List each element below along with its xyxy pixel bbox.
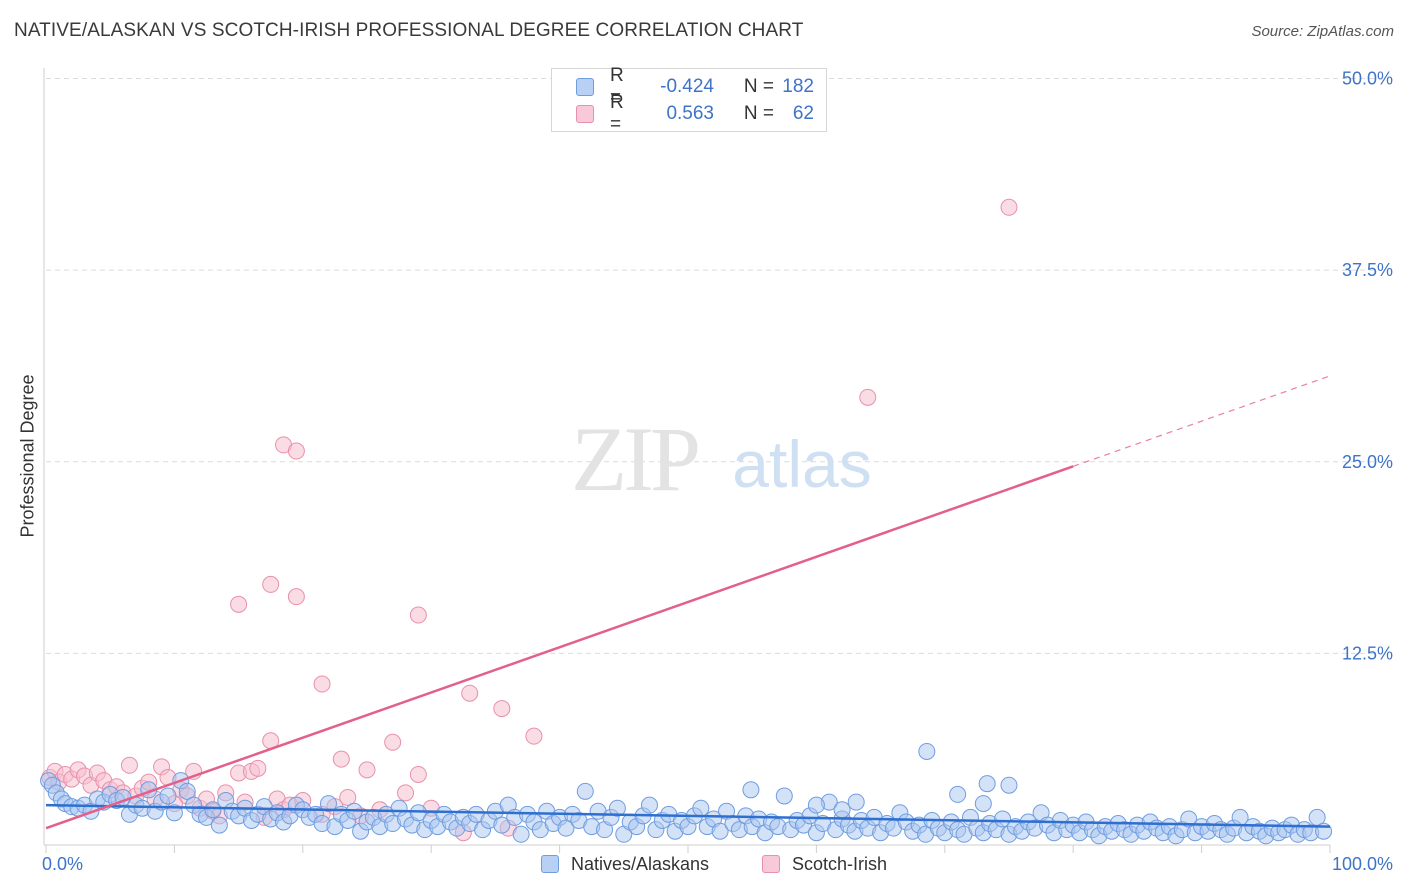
legend-n-value: 62 xyxy=(792,103,814,124)
legend-r-value: -0.424 xyxy=(660,76,714,97)
legend-n-label: N = xyxy=(743,76,774,97)
natives-alaskans-point xyxy=(833,801,851,819)
x-tick-label: 100.0% xyxy=(1332,854,1393,874)
natives-alaskans-trend-line xyxy=(45,803,1331,828)
legend-swatch-blue xyxy=(576,78,594,96)
natives-alaskans-point xyxy=(692,799,710,817)
bottom-legend-scotch-irish[interactable]: Scotch-Irish xyxy=(762,852,887,876)
zipatlas-watermark: ZIP atlas xyxy=(571,408,872,510)
correlation-legend: R = -0.424 N = 182 R = 0.563 N = 62 xyxy=(551,65,827,135)
y-tick-label: 12.5% xyxy=(1342,643,1393,663)
scotch-irish-point xyxy=(859,388,877,406)
scotch-irish-point xyxy=(230,595,248,613)
natives-alaskans-point xyxy=(178,782,196,800)
natives-alaskans-point xyxy=(640,796,658,814)
watermark-zip: ZIP xyxy=(571,408,698,510)
natives-alaskans-point xyxy=(807,796,825,814)
natives-alaskans-point xyxy=(608,799,626,817)
natives-alaskans-point xyxy=(847,793,865,811)
scotch-irish-point xyxy=(493,700,511,718)
scotch-irish-point xyxy=(262,575,280,593)
scotch-irish-point xyxy=(397,784,415,802)
natives-alaskans-point xyxy=(557,819,575,837)
scotch-irish-point xyxy=(1000,198,1018,216)
bottom-legend-swatch-pink xyxy=(762,855,780,873)
bottom-legend-swatch-blue xyxy=(541,855,559,873)
y-tick-label: 37.5% xyxy=(1342,260,1393,280)
chart-title: NATIVE/ALASKAN VS SCOTCH-IRISH PROFESSIO… xyxy=(14,20,804,41)
bottom-legend-label: Natives/Alaskans xyxy=(571,853,710,874)
natives-alaskans-point xyxy=(711,822,729,840)
scotch-irish-point xyxy=(339,788,357,806)
natives-alaskans-point xyxy=(576,782,594,800)
scotch-irish-point xyxy=(358,761,376,779)
natives-alaskans-point xyxy=(949,785,967,803)
natives-alaskans-point xyxy=(210,816,228,834)
scotch-irish-trend-line xyxy=(45,465,1074,830)
scotch-irish-point xyxy=(287,588,305,606)
watermark-atlas: atlas xyxy=(732,427,871,501)
natives-alaskans-point xyxy=(1000,776,1018,794)
natives-alaskans-point xyxy=(165,804,183,822)
natives-alaskans-point xyxy=(204,801,222,819)
natives-alaskans-point xyxy=(159,787,177,805)
scotch-irish-point xyxy=(249,759,267,777)
y-tick-label: 50.0% xyxy=(1342,69,1393,89)
legend-row-scotch-irish: R = 0.563 N = 62 xyxy=(576,92,814,135)
natives-alaskans-point xyxy=(512,825,530,843)
bottom-legend-label: Scotch-Irish xyxy=(792,853,888,874)
scotch-irish-point xyxy=(287,442,305,460)
scotch-irish-point xyxy=(525,727,543,745)
scotch-irish-point xyxy=(332,750,350,768)
source-credit: Source: ZipAtlas.com xyxy=(1251,23,1394,40)
scotch-irish-point xyxy=(384,733,402,751)
scotch-irish-point xyxy=(120,756,138,774)
natives-alaskans-point xyxy=(775,787,793,805)
legend-r-label: R = xyxy=(610,92,624,135)
legend-n-value: 182 xyxy=(782,76,814,97)
legend-n-label: N = xyxy=(743,103,774,124)
scotch-irish-point xyxy=(409,606,427,624)
scotch-irish-points xyxy=(41,198,1018,842)
x-tick-label: 0.0% xyxy=(42,854,83,874)
legend-r-label: R = xyxy=(610,65,624,108)
natives-alaskans-point xyxy=(974,795,992,813)
natives-alaskans-point xyxy=(742,781,760,799)
legend-swatch-pink xyxy=(576,105,594,123)
natives-alaskans-point xyxy=(918,742,936,760)
legend-r-value: 0.563 xyxy=(666,103,714,124)
scotch-irish-trend-extension xyxy=(1073,375,1331,467)
bottom-legend-natives[interactable]: Natives/Alaskans xyxy=(541,852,709,876)
axes xyxy=(43,68,1331,853)
tick-labels: 12.5% 25.0% 37.5% 50.0% 0.0% 100.0% xyxy=(42,69,1393,875)
natives-alaskans-point xyxy=(493,816,511,834)
natives-alaskans-point xyxy=(994,810,1012,828)
natives-alaskans-point xyxy=(319,795,337,813)
trend-lines xyxy=(45,375,1331,830)
grid-lines xyxy=(46,78,1374,654)
legend-row-natives: R = -0.424 N = 182 xyxy=(576,65,814,108)
scotch-irish-point xyxy=(313,675,331,693)
natives-alaskans-point xyxy=(978,775,996,793)
y-tick-label: 25.0% xyxy=(1342,452,1393,472)
natives-alaskans-point xyxy=(409,804,427,822)
scotch-irish-point xyxy=(409,765,427,783)
scotch-irish-point xyxy=(461,684,479,702)
